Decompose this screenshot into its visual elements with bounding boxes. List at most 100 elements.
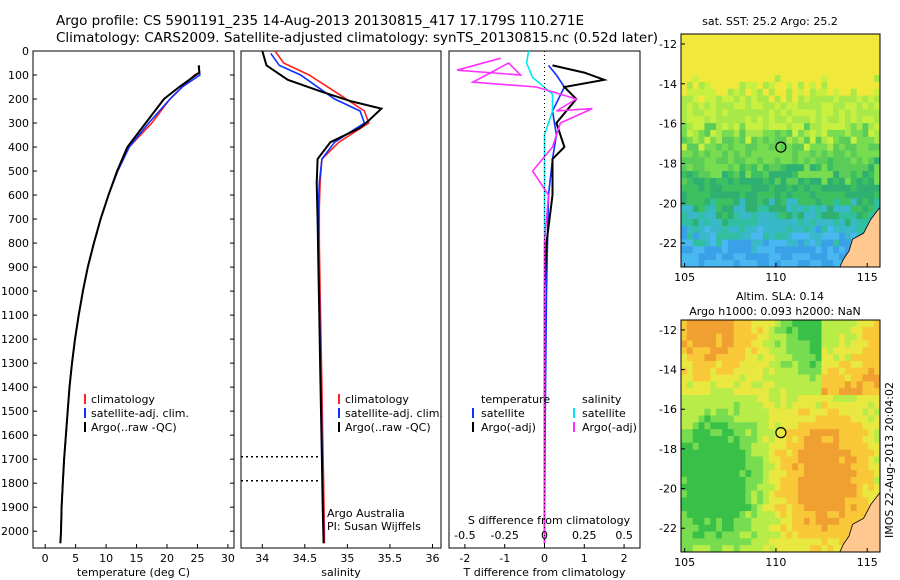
sst-map-cell xyxy=(786,232,793,241)
sst-map-cell xyxy=(833,75,840,83)
sst-map-cell xyxy=(727,219,735,227)
sst-map-argo-marker xyxy=(775,141,787,153)
sla-map-cell xyxy=(839,504,846,512)
sla-map-cell xyxy=(721,517,729,526)
sla-map-cell xyxy=(856,395,863,403)
sst-map-cell xyxy=(856,205,863,213)
sla-map-cell xyxy=(827,470,834,478)
sla-map-cell xyxy=(786,456,793,464)
sla-map-cell xyxy=(868,470,875,478)
sla-map-cell xyxy=(686,497,694,505)
sla-map-cell xyxy=(768,320,776,328)
sst-map-cell xyxy=(721,219,729,227)
sla-map-cell xyxy=(733,401,741,410)
sst-map-cell xyxy=(686,136,694,145)
sst-map-cell xyxy=(686,260,694,268)
sla-map-cell xyxy=(692,524,700,533)
sst-map-cell xyxy=(774,164,781,172)
sla-map-cell xyxy=(745,360,752,369)
sst-map-cell xyxy=(786,219,793,227)
sla-map-cell xyxy=(686,456,694,464)
sla-map-cell xyxy=(850,517,858,526)
sla-map-cell xyxy=(733,320,741,328)
sst-map-cell xyxy=(856,40,863,49)
sst-map-cell xyxy=(839,150,846,158)
sla-map-cell xyxy=(856,347,863,355)
sla-map-cell xyxy=(751,463,758,471)
sst-map-cell xyxy=(727,143,735,151)
sst-map-cell xyxy=(727,75,735,83)
sst-map-cell xyxy=(774,157,781,165)
sla-map-cell xyxy=(833,429,840,437)
sla-map-cell xyxy=(798,483,805,492)
sla-map-cell xyxy=(686,442,694,451)
sst-map-cell xyxy=(727,232,735,241)
salinity-annotation: Argo Australia xyxy=(327,507,405,520)
sla-map-cell xyxy=(827,347,834,355)
sst-map-cell xyxy=(809,47,817,56)
sst-map-cell xyxy=(704,40,711,49)
sla-map-cell xyxy=(833,490,840,498)
sst-map-cell xyxy=(874,75,881,83)
sst-map-cell xyxy=(698,123,705,131)
sst-map-cell xyxy=(751,212,758,220)
sst-map-cell xyxy=(681,61,688,69)
sst-map-cell xyxy=(815,123,822,131)
sla-map-cell xyxy=(821,456,828,464)
sst-map-cell xyxy=(768,260,776,268)
sst-map-cell xyxy=(803,205,811,213)
sla-map-cell xyxy=(762,408,770,417)
sla-map-cell xyxy=(798,388,805,396)
sla-map-cell xyxy=(704,374,711,382)
sst-map-cell xyxy=(774,136,781,145)
sst-map-cell xyxy=(727,123,735,131)
sst-map-cell xyxy=(727,95,735,104)
sst-map-cell xyxy=(681,184,688,193)
sst-map-cell xyxy=(780,81,787,90)
sst-map-cell xyxy=(821,177,828,186)
sla-map-cell xyxy=(803,436,811,444)
sst-map-cell xyxy=(780,116,787,124)
sst-map-cell xyxy=(686,157,694,165)
sst-map-cell xyxy=(839,109,846,117)
sla-map-cell xyxy=(833,408,840,417)
sst-map-cell xyxy=(768,205,776,213)
sla-map-cell xyxy=(739,374,746,382)
sst-map-cell xyxy=(745,184,752,193)
sst-map-cell xyxy=(856,34,863,42)
sla-map-cell xyxy=(798,408,805,417)
sla-map-cell xyxy=(686,422,694,430)
sla-map-cell xyxy=(833,326,840,335)
sla-map-cell xyxy=(710,401,717,410)
sla-map-cell xyxy=(745,442,752,451)
sla-map-cell xyxy=(757,408,764,417)
sla-map-cell xyxy=(798,401,805,410)
sla-map-cell xyxy=(844,333,852,341)
sst-map-cell xyxy=(739,75,746,83)
sst-map-cell xyxy=(856,150,863,158)
sst-map-cell xyxy=(698,75,705,83)
sla-map-cell xyxy=(681,354,688,362)
sst-map-cell xyxy=(751,143,758,151)
sla-map-cell xyxy=(803,524,811,533)
sla-map-cell xyxy=(780,476,787,485)
sst-map-cell xyxy=(757,102,764,110)
sst-map-cell xyxy=(774,102,781,110)
sst-map-cell xyxy=(704,88,711,97)
sst-map-cell xyxy=(768,157,776,165)
sst-map-cell xyxy=(827,109,834,117)
sst-map-cell xyxy=(862,212,869,220)
sst-map-cell xyxy=(739,34,746,42)
sla-map-cell xyxy=(780,333,787,341)
sla-map-cell xyxy=(739,436,746,444)
sla-map-cell xyxy=(821,347,828,355)
sla-map-cell xyxy=(704,538,711,546)
sst-map-cell xyxy=(844,116,852,124)
sla-map-cell xyxy=(768,456,776,464)
sst-map-cell xyxy=(681,40,688,49)
sst-map-cell xyxy=(786,246,793,254)
sla-map-cell xyxy=(862,367,869,376)
sst-map-cell xyxy=(721,40,729,49)
sst-map-cell xyxy=(850,75,858,83)
sla-map-cell xyxy=(751,483,758,492)
